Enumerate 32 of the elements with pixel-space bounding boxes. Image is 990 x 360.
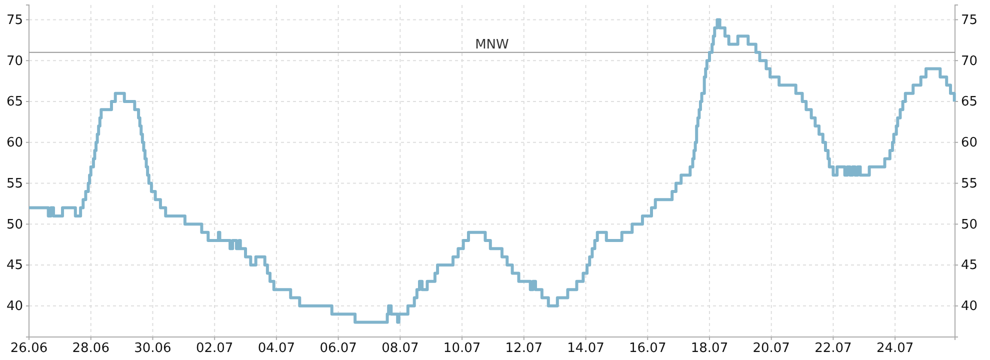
x-tick-label: 16.07 xyxy=(629,341,666,356)
x-tick-label: 24.07 xyxy=(876,341,914,356)
x-tick-label: 04.07 xyxy=(258,341,296,356)
y-tick-label: 50 xyxy=(6,217,23,232)
ref-line-label: MNW xyxy=(475,37,510,52)
x-tick-label: 08.07 xyxy=(382,341,419,356)
y2-tick-label: 65 xyxy=(961,94,978,110)
y-tick-label: 55 xyxy=(6,176,23,192)
y-tick-label: 75 xyxy=(6,12,23,28)
y2-tick-label: 45 xyxy=(961,258,978,274)
y-tick-label: 45 xyxy=(6,258,23,274)
x-tick-label: 14.07 xyxy=(567,341,604,356)
x-tick-label: 18.07 xyxy=(690,341,728,356)
x-tick-label: 02.07 xyxy=(196,341,234,356)
x-tick-label: 12.07 xyxy=(505,341,543,356)
y2-tick-label: 40 xyxy=(961,299,978,314)
x-tick-label: 06.07 xyxy=(320,341,357,356)
y-tick-label: 65 xyxy=(6,94,23,110)
y-tick-label: 40 xyxy=(6,299,23,314)
y2-tick-label: 70 xyxy=(961,54,978,69)
x-tick-label: 22.07 xyxy=(814,341,852,356)
x-tick-label: 10.07 xyxy=(443,341,481,356)
y2-tick-label: 50 xyxy=(961,217,978,232)
y2-tick-label: 75 xyxy=(961,12,978,28)
y-tick-label: 60 xyxy=(6,136,23,151)
x-tick-label: 20.07 xyxy=(752,341,790,356)
x-tick-label: 30.06 xyxy=(134,341,172,356)
y2-tick-label: 55 xyxy=(961,176,978,192)
y-tick-label: 70 xyxy=(6,54,23,69)
x-tick-label: 26.06 xyxy=(10,341,48,356)
x-tick-label: 28.06 xyxy=(72,341,110,356)
y2-tick-label: 60 xyxy=(961,136,978,151)
